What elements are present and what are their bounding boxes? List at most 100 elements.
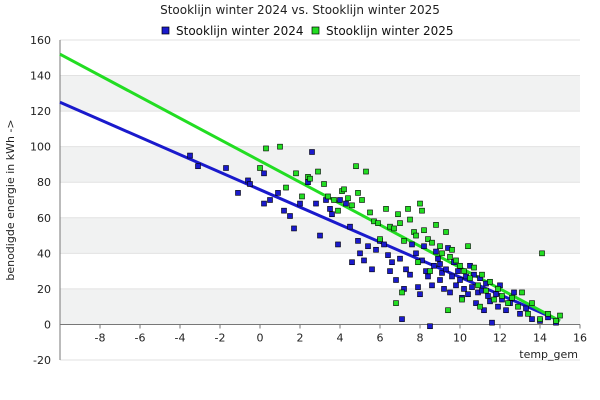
data-point-1 [325, 193, 331, 200]
data-point-0 [461, 286, 467, 292]
x-tick-label: -2 [215, 331, 226, 344]
data-point-0 [413, 250, 419, 257]
data-point-0 [399, 316, 405, 322]
data-point-0 [417, 291, 423, 298]
data-point-0 [407, 271, 413, 278]
data-point-0 [517, 310, 523, 317]
data-point-1 [257, 165, 263, 171]
y-tick-label: 160 [30, 34, 51, 47]
data-point-1 [367, 209, 373, 216]
data-point-0 [281, 207, 287, 214]
data-point-1 [467, 275, 473, 282]
data-point-0 [343, 200, 349, 207]
data-point-0 [449, 273, 455, 280]
data-point-0 [267, 197, 273, 203]
data-point-1 [491, 296, 497, 303]
data-point-0 [291, 225, 297, 232]
data-point-1 [345, 195, 351, 202]
x-tick-label: 4 [337, 331, 344, 344]
data-point-0 [481, 307, 487, 314]
data-point-0 [469, 284, 475, 290]
x-tick-label: 14 [533, 331, 547, 344]
data-point-1 [359, 197, 365, 203]
data-point-0 [313, 200, 319, 207]
data-point-1 [293, 170, 299, 177]
data-point-1 [449, 246, 455, 253]
data-point-0 [387, 268, 393, 274]
data-point-1 [407, 216, 413, 223]
data-point-0 [235, 190, 241, 196]
data-point-1 [419, 207, 425, 214]
data-point-1 [363, 168, 369, 175]
data-point-1 [465, 243, 471, 250]
data-point-0 [357, 250, 363, 257]
data-point-0 [439, 270, 445, 276]
y-tick-label: 100 [30, 141, 51, 154]
data-point-1 [445, 307, 451, 314]
data-point-1 [505, 300, 511, 306]
data-point-0 [489, 319, 495, 326]
data-point-0 [309, 149, 315, 155]
y-tick-label: 120 [30, 105, 51, 118]
data-point-1 [307, 175, 313, 182]
x-tick-label: 2 [297, 331, 304, 344]
data-point-1 [377, 236, 383, 242]
data-point-0 [435, 255, 441, 262]
data-point-0 [409, 241, 415, 248]
data-point-0 [261, 170, 267, 177]
data-point-1 [355, 190, 361, 196]
data-point-0 [433, 248, 439, 255]
data-point-1 [341, 186, 347, 193]
data-point-1 [353, 163, 359, 170]
data-point-1 [453, 257, 459, 264]
data-point-0 [297, 200, 303, 207]
x-axis-label: temp_gem [519, 348, 578, 361]
x-tick-label: 16 [573, 331, 587, 344]
data-point-1 [499, 293, 505, 299]
data-point-1 [375, 220, 381, 226]
data-point-1 [539, 250, 545, 257]
data-point-1 [519, 289, 525, 296]
data-point-1 [383, 206, 389, 212]
data-point-1 [459, 296, 465, 303]
data-point-1 [439, 250, 445, 257]
data-point-1 [299, 193, 305, 200]
data-point-0 [471, 271, 477, 278]
data-point-0 [361, 257, 367, 264]
data-point-0 [389, 259, 395, 266]
data-point-1 [277, 143, 283, 150]
data-point-1 [461, 268, 467, 274]
data-point-1 [509, 294, 515, 301]
data-point-1 [443, 229, 449, 235]
data-point-0 [187, 152, 193, 159]
data-point-1 [283, 184, 289, 191]
data-point-0 [421, 243, 427, 250]
plot-band [60, 146, 580, 183]
legend-label-2025: Stooklijn winter 2025 [326, 24, 454, 38]
data-point-1 [483, 287, 489, 294]
data-point-0 [195, 163, 201, 170]
data-point-1 [557, 312, 563, 319]
data-points [187, 143, 563, 330]
data-point-0 [495, 303, 501, 310]
data-point-1 [413, 232, 419, 239]
y-tick-label: 80 [37, 176, 51, 189]
data-point-0 [485, 293, 491, 299]
data-point-1 [391, 225, 397, 232]
data-point-0 [457, 277, 463, 283]
data-point-0 [275, 190, 281, 196]
y-tick-label: 40 [37, 247, 51, 260]
data-point-1 [425, 236, 431, 242]
data-point-0 [381, 241, 387, 248]
data-point-1 [429, 239, 435, 246]
data-point-0 [511, 289, 517, 296]
data-point-1 [321, 181, 327, 187]
plot-background [60, 40, 580, 360]
data-point-1 [335, 207, 341, 214]
data-point-0 [465, 291, 471, 298]
data-point-0 [503, 307, 509, 314]
data-point-1 [529, 300, 535, 306]
data-point-1 [415, 259, 421, 266]
